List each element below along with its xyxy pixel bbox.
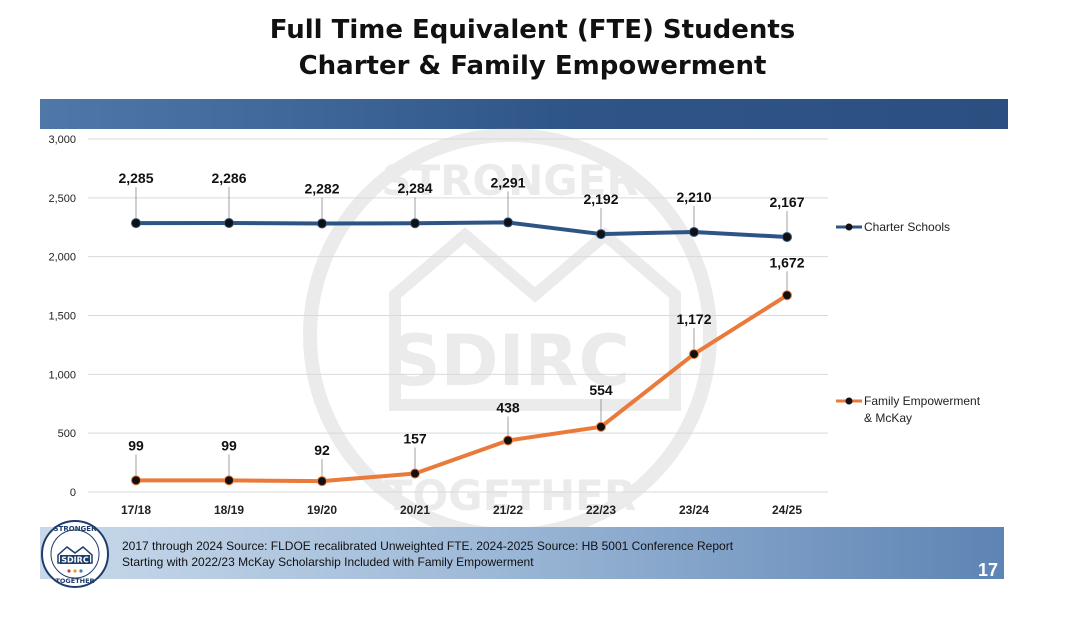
data-label: 2,192	[583, 191, 618, 207]
footer-band	[40, 527, 1004, 579]
data-point	[782, 290, 792, 301]
data-point	[689, 349, 699, 360]
x-tick-label: 22/23	[586, 503, 616, 517]
legend-marker	[845, 223, 853, 231]
legend: Charter Schools Family Empowerment & McKay	[836, 220, 981, 425]
series-line-family-empowerment	[134, 293, 789, 484]
logo-center-text: SDIRC	[61, 556, 89, 565]
source-note-line-2: Starting with 2022/23 McKay Scholarship …	[122, 555, 534, 569]
data-point	[596, 421, 606, 432]
data-label: 2,291	[490, 174, 525, 190]
data-label: 157	[403, 431, 427, 447]
y-tick-label: 500	[58, 428, 76, 440]
data-label: 1,672	[769, 254, 804, 270]
data-point	[503, 435, 513, 446]
y-tick-label: 2,500	[48, 193, 76, 205]
data-point	[317, 476, 327, 487]
logo-top-text: STRONGER	[54, 525, 98, 533]
data-point	[317, 218, 327, 229]
x-tick-label: 17/18	[121, 503, 151, 517]
y-tick-label: 3,000	[48, 134, 76, 146]
x-tick-label: 23/24	[679, 503, 709, 517]
legend-label: Family Empowerment	[864, 394, 981, 408]
header-band	[40, 99, 1008, 129]
legend-label: & McKay	[864, 411, 912, 425]
data-point	[689, 226, 699, 237]
series-line-charter-schools	[134, 220, 789, 240]
data-label: 2,282	[304, 180, 339, 196]
data-point	[131, 218, 141, 229]
data-point	[131, 475, 141, 486]
data-label: 554	[589, 382, 613, 398]
gridlines	[88, 138, 828, 493]
y-axis-ticks: 0 500 1,000 1,500 2,000 2,500 3,000	[48, 134, 76, 499]
data-label: 92	[314, 442, 330, 458]
data-point	[224, 475, 234, 486]
data-labels: 2,285 2,286 2,282 2,284 2,291 2,192 2,210 2,167…	[118, 170, 804, 458]
x-tick-label: 20/21	[400, 503, 430, 517]
data-label: 99	[221, 437, 237, 453]
data-label: 99	[128, 437, 144, 453]
series-lines	[134, 220, 789, 484]
slide-title: Full Time Equivalent (FTE) Students Char…	[0, 12, 1065, 84]
title-line-1: Full Time Equivalent (FTE) Students	[269, 15, 796, 45]
data-point	[503, 217, 513, 228]
x-axis-ticks: 17/18 18/19 19/20 20/21 21/22 22/23 23/24 24/25	[121, 503, 802, 517]
source-note-line-1: 2017 through 2024 Source: FLDOE recalibr…	[122, 539, 734, 553]
page-number: 17	[978, 560, 999, 580]
data-point	[410, 218, 420, 229]
data-point	[782, 232, 792, 243]
data-label: 2,210	[676, 189, 711, 205]
data-point	[410, 468, 420, 479]
series-markers	[131, 217, 792, 487]
data-label: 2,167	[769, 194, 804, 210]
data-label: 2,284	[397, 180, 432, 196]
data-point	[224, 218, 234, 229]
data-label: 2,286	[211, 170, 246, 186]
y-tick-label: 1,000	[48, 369, 76, 381]
x-tick-label: 21/22	[493, 503, 523, 517]
data-label: 438	[496, 399, 520, 415]
x-tick-label: 19/20	[307, 503, 337, 517]
data-label: 1,172	[676, 311, 711, 327]
x-tick-label: 24/25	[772, 503, 802, 517]
y-tick-label: 1,500	[48, 311, 76, 323]
label-leaders	[135, 187, 788, 477]
legend-marker	[845, 397, 853, 405]
title-line-2: Charter & Family Empowerment	[298, 51, 767, 81]
sdirc-logo: SDIRC STRONGER TOGETHER	[41, 520, 109, 588]
y-tick-label: 2,000	[48, 252, 76, 264]
data-point	[596, 229, 606, 240]
y-tick-label: 0	[70, 487, 76, 499]
x-tick-label: 18/19	[214, 503, 244, 517]
source-note: 2017 through 2024 Source: FLDOE recalibr…	[122, 538, 733, 570]
legend-label: Charter Schools	[864, 220, 950, 234]
data-label: 2,285	[118, 170, 153, 186]
logo-bottom-text: TOGETHER	[55, 577, 94, 585]
